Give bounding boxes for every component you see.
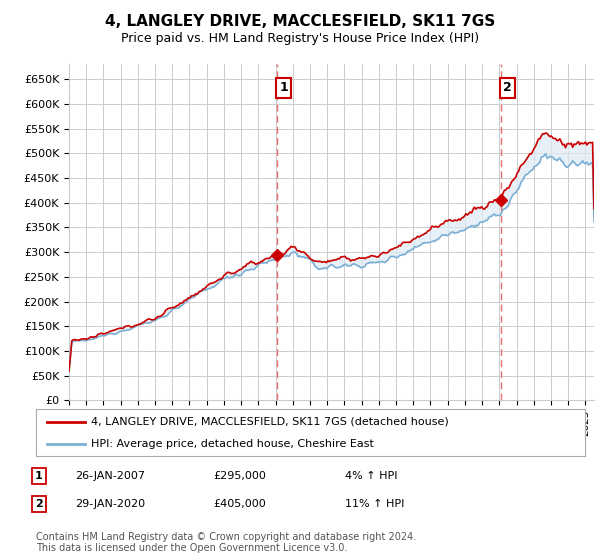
Text: £405,000: £405,000 xyxy=(213,499,266,509)
Text: 2: 2 xyxy=(503,81,512,95)
Text: 11% ↑ HPI: 11% ↑ HPI xyxy=(345,499,404,509)
Text: HPI: Average price, detached house, Cheshire East: HPI: Average price, detached house, Ches… xyxy=(91,438,374,449)
Text: 2: 2 xyxy=(35,499,43,509)
Text: £295,000: £295,000 xyxy=(213,471,266,481)
Text: 4, LANGLEY DRIVE, MACCLESFIELD, SK11 7GS (detached house): 4, LANGLEY DRIVE, MACCLESFIELD, SK11 7GS… xyxy=(91,417,449,427)
Text: 4% ↑ HPI: 4% ↑ HPI xyxy=(345,471,398,481)
Text: 26-JAN-2007: 26-JAN-2007 xyxy=(75,471,145,481)
Text: 4, LANGLEY DRIVE, MACCLESFIELD, SK11 7GS: 4, LANGLEY DRIVE, MACCLESFIELD, SK11 7GS xyxy=(105,14,495,29)
Text: 1: 1 xyxy=(280,81,288,95)
Text: 29-JAN-2020: 29-JAN-2020 xyxy=(75,499,145,509)
Text: Price paid vs. HM Land Registry's House Price Index (HPI): Price paid vs. HM Land Registry's House … xyxy=(121,32,479,45)
Text: Contains HM Land Registry data © Crown copyright and database right 2024.
This d: Contains HM Land Registry data © Crown c… xyxy=(36,531,416,553)
Text: 1: 1 xyxy=(35,471,43,481)
